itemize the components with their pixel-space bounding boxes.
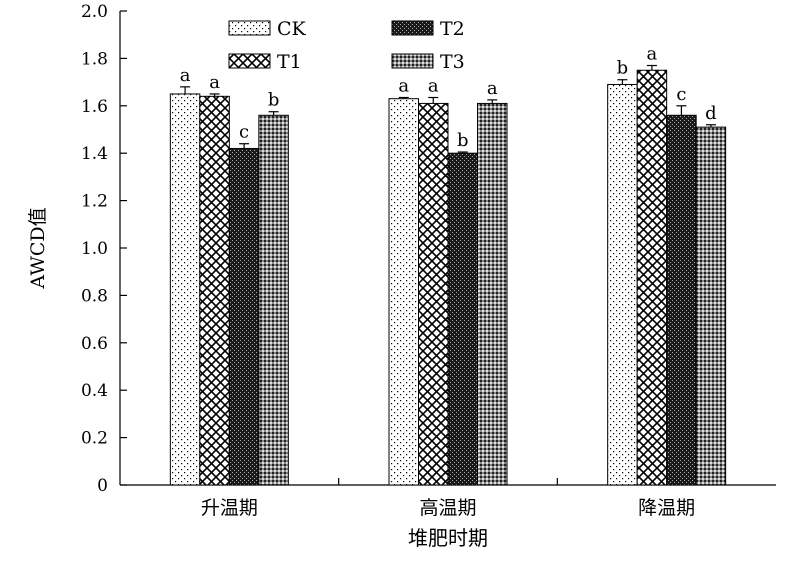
significance-label: c xyxy=(676,84,686,105)
y-tick-label: 0.8 xyxy=(81,286,108,306)
bar-t3-2 xyxy=(477,102,508,486)
significance-label: a xyxy=(487,78,498,99)
significance-label: b xyxy=(457,130,469,151)
significance-label: c xyxy=(239,122,249,143)
y-tick-label: 0.4 xyxy=(81,381,108,401)
y-tick-label: 0.2 xyxy=(81,429,108,449)
y-tick-label: 1.0 xyxy=(81,239,108,259)
significance-label: a xyxy=(398,76,409,97)
significance-label: b xyxy=(268,90,280,111)
bar-t2-2 xyxy=(447,152,478,486)
bar-t1-3 xyxy=(636,69,668,486)
significance-label: a xyxy=(180,65,191,86)
bar-ck-1 xyxy=(169,93,201,486)
bar-ck-2 xyxy=(388,98,419,486)
y-tick-label: 0 xyxy=(97,476,108,496)
y-axis-ticks: 0 0.2 0.4 0.6 0.8 1.0 1.2 1.4 1.6 1.8 2.0 xyxy=(81,2,127,496)
y-tick-label: 1.8 xyxy=(81,49,108,69)
significance-label: a xyxy=(428,76,439,97)
legend-swatch-t2 xyxy=(391,20,434,36)
legend-swatch-t1 xyxy=(228,53,271,69)
y-tick-label: 1.6 xyxy=(81,97,108,117)
x-tick-label: 升温期 xyxy=(201,497,258,519)
bar-ck-3 xyxy=(607,83,638,486)
y-tick-label: 2.0 xyxy=(81,2,108,22)
x-axis-ticks: 升温期 高温期 降温期 xyxy=(201,478,695,519)
significance-label: d xyxy=(705,103,717,124)
bar-t1-1 xyxy=(199,95,230,486)
plot-area: 0 0.2 0.4 0.6 0.8 1.0 1.2 1.4 1.6 1.8 2.0 升温期 高温期 降温… xyxy=(81,2,776,519)
legend-swatch-t3 xyxy=(391,53,434,69)
significance-label: a xyxy=(647,44,658,65)
significance-label: a xyxy=(209,72,220,93)
bar-t1-2 xyxy=(418,102,449,486)
y-tick-label: 0.6 xyxy=(81,334,108,354)
y-tick-label: 1.2 xyxy=(81,192,108,212)
legend-swatch-ck xyxy=(228,20,271,36)
legend: CK T1 T2 T3 xyxy=(228,18,465,73)
bar-t3-1 xyxy=(258,114,289,486)
legend-label-t2: T2 xyxy=(440,18,465,40)
y-tick-label: 1.4 xyxy=(81,144,108,164)
bar-t3-3 xyxy=(695,126,727,486)
significance-label: b xyxy=(617,58,629,79)
bar-t2-3 xyxy=(666,114,697,486)
legend-label-t3: T3 xyxy=(440,51,465,73)
legend-label-ck: CK xyxy=(277,18,307,40)
x-axis-label: 堆肥时期 xyxy=(408,526,488,550)
bar-t2-1 xyxy=(228,147,260,486)
y-axis-label: AWCD值 xyxy=(27,207,49,289)
legend-label-t1: T1 xyxy=(277,51,302,73)
x-tick-label: 降温期 xyxy=(638,497,695,519)
x-tick-label: 高温期 xyxy=(419,497,476,519)
